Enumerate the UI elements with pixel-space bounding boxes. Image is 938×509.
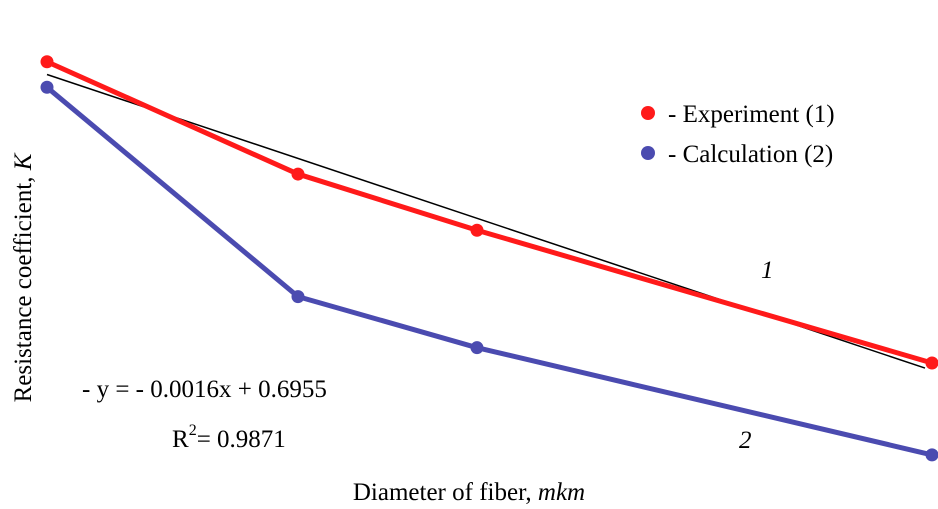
plot-area <box>40 55 938 462</box>
data-point-experiment-3 <box>470 223 484 237</box>
data-point-calculation-2 <box>291 290 305 304</box>
series-line-calculation <box>44 84 935 458</box>
data-point-calculation-3 <box>470 341 484 355</box>
data-point-experiment-2 <box>291 167 305 181</box>
data-point-experiment-1 <box>40 55 54 69</box>
legend-marker-calculation <box>641 146 655 160</box>
legend-marker-experiment <box>641 106 655 120</box>
r2-exponent: 2 <box>189 422 197 439</box>
legend-label-experiment: - Experiment (1) <box>668 101 835 128</box>
r2-annotation: R2= 0.9871 <box>172 422 286 453</box>
legend-label-calculation: - Calculation (2) <box>668 141 833 168</box>
data-point-calculation-4 <box>925 448 938 462</box>
x-axis-label: Diameter of fiber, mkm <box>353 479 585 506</box>
data-point-calculation-1 <box>40 80 54 94</box>
series-label-1: 1 <box>761 257 774 284</box>
y-axis-label-text: Resistance coefficient, <box>10 170 37 402</box>
r2-base: R <box>172 426 189 453</box>
r2-value: = 0.9871 <box>197 426 286 453</box>
x-axis-label-unit: mkm <box>538 479 585 506</box>
y-axis-label: Resistance coefficient, K <box>10 152 37 402</box>
series-label-2: 2 <box>739 427 752 454</box>
equation-annotation: - y = - 0.0016x + 0.6955 <box>82 376 327 403</box>
x-axis-label-text: Diameter of fiber, <box>353 479 538 506</box>
data-point-experiment-4 <box>925 356 938 370</box>
y-axis-label-symbol: K <box>10 152 37 171</box>
series-line-experiment <box>44 59 935 366</box>
legend: - Experiment (1) - Calculation (2) <box>641 101 835 168</box>
